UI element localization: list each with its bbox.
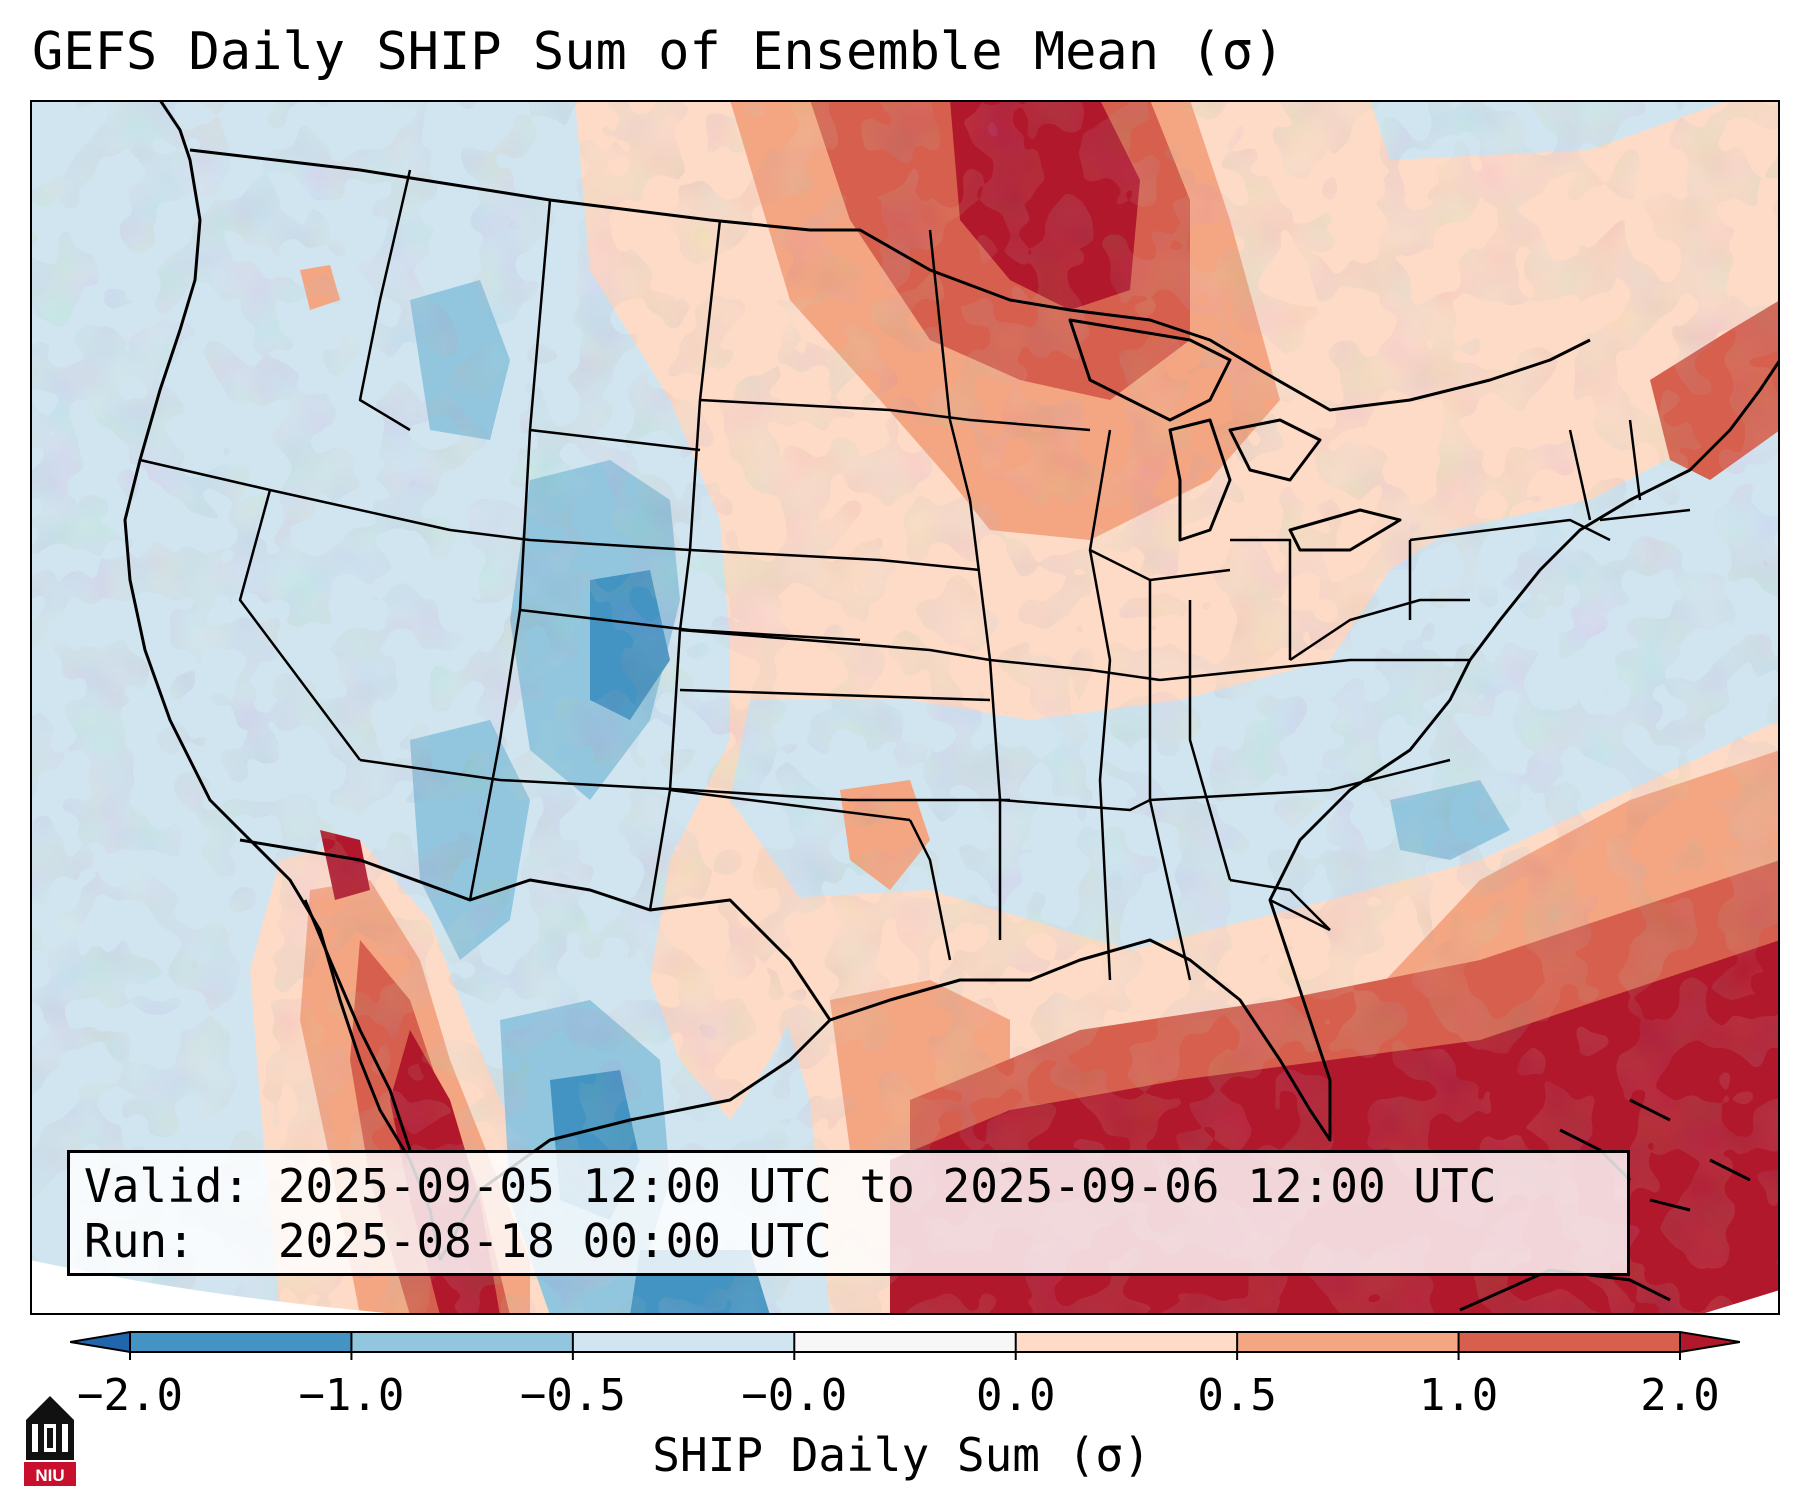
gulf-of-mexico-coast (438, 659, 1472, 1261)
grid-noise-overlay (30, 100, 1780, 1315)
run-time-text: Run: 2025-08-18 00:00 UTC (84, 1214, 832, 1268)
colorbar-bin (1680, 1332, 1740, 1352)
map-panel (30, 100, 1780, 1315)
colorbar-tick-label: 2.0 (1640, 1370, 1719, 1421)
map-svg (30, 100, 1780, 1315)
colorbar-tick-label: −2.0 (77, 1370, 183, 1421)
east-coastline (1468, 359, 1780, 661)
colorbar-bin (1237, 1332, 1460, 1352)
colorbar: −2.0 −1.0 −0.5 −0.0 0.0 0.5 1.0 2.0 (69, 1318, 1741, 1508)
colorbar-tick-label: 0.0 (976, 1370, 1055, 1421)
colorbar-bin (351, 1332, 574, 1352)
plot-title: GEFS Daily SHIP Sum of Ensemble Mean (σ) (32, 22, 1285, 82)
projection-edge (30, 1260, 410, 1315)
colorbar-svg: −2.0 −1.0 −0.5 −0.0 0.0 0.5 1.0 2.0 (69, 1331, 1741, 1421)
colorbar-tick-label: 1.0 (1419, 1370, 1498, 1421)
colorbar-tick-label: −1.0 (298, 1370, 404, 1421)
colorbar-tick-label: 0.5 (1197, 1370, 1276, 1421)
us-mexico-border (239, 838, 832, 1021)
colorbar-bin (1458, 1332, 1681, 1352)
university-building-icon: NIU (24, 1396, 76, 1486)
colorbar-bin (794, 1332, 1017, 1352)
valid-time-text: Valid: 2025-09-05 12:00 UTC to 2025-09-0… (84, 1159, 1497, 1213)
valid-time-box: Valid: 2025-09-05 12:00 UTC to 2025-09-0… (67, 1150, 1630, 1276)
state-borders (139, 169, 1691, 981)
niu-logo: NIU (18, 1390, 82, 1490)
colorbar-bins (69, 1331, 1741, 1353)
colorbar-bin (572, 1332, 795, 1352)
projection-edge-right (1698, 1290, 1780, 1315)
colorbar-label: SHIP Daily Sum (σ) (652, 1428, 1151, 1482)
colorbar-ticks: −2.0 −1.0 −0.5 −0.0 0.0 0.5 1.0 2.0 (77, 1332, 1720, 1421)
colorbar-bin (70, 1332, 130, 1352)
great-lakes (1068, 318, 1402, 552)
colorbar-bin (130, 1332, 352, 1352)
colorbar-tick-label: −0.5 (520, 1370, 626, 1421)
map-frame (30, 100, 1780, 1315)
west-coastline (123, 100, 442, 1261)
canada-us-border (189, 148, 1591, 412)
colorbar-bin (1015, 1332, 1238, 1352)
baja-coastline (303, 899, 412, 1151)
logo-text: NIU (35, 1466, 64, 1485)
colorbar-tick-label: −0.0 (741, 1370, 847, 1421)
boundaries (123, 100, 1780, 1312)
